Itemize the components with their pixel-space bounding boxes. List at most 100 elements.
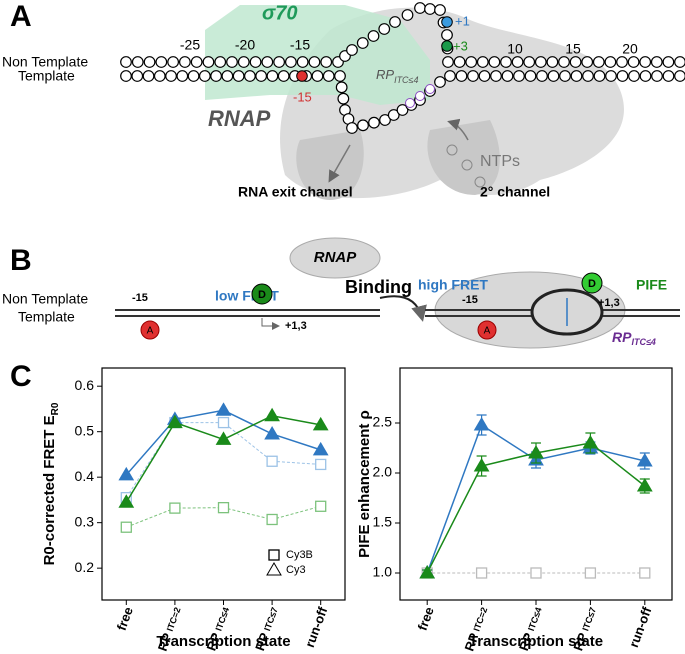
nucleotide (524, 70, 537, 82)
acceptor (477, 320, 497, 340)
panel-label: B (10, 244, 32, 277)
nucleotide (255, 70, 268, 82)
rna-base (405, 98, 415, 108)
nucleotide (320, 56, 333, 68)
nucleotide (226, 56, 238, 68)
position: -15 (290, 37, 310, 53)
nucleotide (322, 70, 335, 82)
x-tick-label: run-off (302, 604, 331, 649)
marker (419, 565, 436, 579)
y-tick-label: 1.5 (373, 514, 393, 530)
y-label-main: R0-corrected FRET E (41, 415, 58, 565)
nucleotide (142, 70, 155, 82)
nucleotide (131, 56, 144, 68)
plot-frame (399, 367, 673, 601)
nucleotide (221, 70, 234, 82)
strand-label: Non Template (2, 291, 88, 307)
y-axis-label: PIFE enhancement ρ (356, 410, 373, 558)
nucleotide (266, 70, 279, 82)
plus3-base (441, 40, 453, 52)
y-tick-label: 0.6 (75, 377, 95, 393)
category: RP (155, 631, 175, 653)
nucleotide (536, 70, 548, 82)
category: RP (252, 631, 272, 653)
acceptor-label: A (147, 326, 154, 337)
plus3: +3 (453, 38, 468, 53)
nucleotide (167, 56, 180, 68)
nucleotide (387, 109, 400, 121)
marker (266, 562, 282, 576)
nucleotide (476, 56, 489, 68)
nucleotide (277, 70, 290, 82)
nucleotide (581, 56, 594, 68)
arrow (447, 118, 469, 141)
donor-label: D (258, 289, 266, 301)
panel-label: A (10, 0, 32, 33)
acceptor-label: A (484, 326, 491, 337)
marker (312, 441, 329, 456)
nucleotide (232, 70, 245, 82)
nucleotide (501, 70, 514, 82)
x-tick-label: free (415, 605, 437, 633)
binding-arrow (379, 295, 427, 322)
position: -20 (235, 37, 255, 53)
rnap-label: RNAP (314, 249, 357, 266)
category: run-off (302, 604, 331, 649)
marker (528, 445, 544, 459)
nucleotide (273, 56, 286, 68)
y-label-sub: R0 (50, 402, 61, 415)
y-tick-label: 2.0 (373, 464, 393, 480)
binding-label: Binding (345, 277, 412, 297)
ntp (474, 176, 486, 188)
marker (215, 402, 232, 416)
category: free (415, 605, 437, 633)
marker (169, 502, 181, 514)
y-tick-label: 2.5 (373, 414, 393, 430)
nucleotide (558, 56, 570, 68)
marker (530, 567, 542, 579)
nucleotide (627, 56, 640, 68)
marker (315, 500, 327, 512)
series-line (125, 414, 321, 503)
position: 15 (565, 41, 581, 57)
rp-label: RPITC≤4 (612, 329, 656, 348)
nucleotide (249, 56, 262, 68)
nucleotide (490, 70, 502, 82)
nucleotide (559, 70, 571, 82)
nucleotide (569, 56, 582, 68)
nucleotide (455, 70, 468, 82)
nucleotide (442, 56, 454, 68)
nucleotide (131, 70, 144, 82)
nucleotide (368, 116, 380, 129)
marker (636, 478, 653, 492)
legend-label: Cy3 (286, 564, 306, 576)
nucleotide (178, 56, 191, 68)
marker (312, 416, 329, 431)
marker (473, 417, 490, 431)
nucleotide (378, 23, 391, 35)
marker (217, 416, 230, 429)
plus1: +1 (455, 13, 470, 28)
nucleotide (593, 70, 606, 82)
nucleotide (639, 56, 652, 68)
nucleotide (488, 56, 501, 68)
nucleotide (311, 70, 324, 82)
nucleotide (616, 70, 629, 82)
nucleotide (616, 56, 628, 68)
nucleotide (210, 70, 223, 82)
dna (120, 2, 685, 134)
category: RP (516, 631, 536, 653)
nucleotide (534, 56, 547, 68)
arrow (328, 144, 351, 183)
nucleotide (153, 70, 166, 82)
marker (639, 567, 651, 579)
category-sub: ITC≤4 (526, 606, 544, 632)
category-sub: ITC≤7 (262, 606, 280, 632)
nucleotide (165, 70, 177, 82)
strand-label: Template (18, 309, 75, 325)
exit-channel (296, 130, 364, 200)
charts: 0.20.30.40.50.6freeRPITC=2RPITC≤4RPITC≤7… (41, 367, 673, 653)
position: 20 (622, 41, 638, 57)
nucleotide (434, 76, 446, 88)
